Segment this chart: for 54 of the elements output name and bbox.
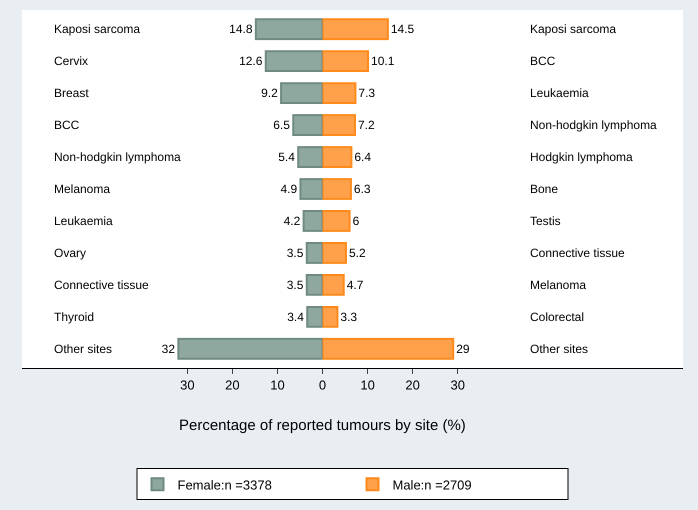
data-label: 6.5 xyxy=(273,118,290,132)
data-label: 14.5 xyxy=(390,22,415,36)
data-label: 32 xyxy=(162,342,176,356)
y-tick-label: Leukaemia xyxy=(530,86,590,100)
data-label: 3.3 xyxy=(340,310,358,324)
data-label: 6.3 xyxy=(354,182,371,196)
y-tick-label: Ovary xyxy=(54,246,86,260)
y-tick-label: BCC xyxy=(54,118,80,132)
data-label: 3.5 xyxy=(286,246,304,260)
y-tick-label: Bone xyxy=(530,182,558,196)
x-tick-label: 20 xyxy=(405,378,420,393)
y-tick-label: Connective tissue xyxy=(54,278,150,292)
data-label: 5.4 xyxy=(278,150,296,164)
data-label: 7.2 xyxy=(358,118,375,132)
data-label: 5.2 xyxy=(348,246,366,260)
data-label: 4.7 xyxy=(346,278,364,292)
data-label: 3.4 xyxy=(287,310,304,324)
y-tick-label: Leukaemia xyxy=(54,214,114,228)
y-tick-label: Thyroid xyxy=(54,310,94,324)
y-tick-label: Kaposi sarcoma xyxy=(54,22,140,36)
x-tick-label: 30 xyxy=(450,378,465,393)
data-label: 12.6 xyxy=(239,54,263,68)
data-label: 6.4 xyxy=(354,150,372,164)
y-tick-label: Testis xyxy=(530,214,561,228)
x-tick-label: 0 xyxy=(318,378,326,393)
x-axis-title: Percentage of reported tumours by site (%) xyxy=(179,417,466,434)
data-label: 3.5 xyxy=(286,278,304,292)
legend-label: Male:n =2709 xyxy=(392,477,472,492)
y-tick-label: Melanoma xyxy=(54,182,110,196)
x-tick-label: 10 xyxy=(270,378,285,393)
y-tick-label: Kaposi sarcoma xyxy=(530,22,616,36)
data-label: 6 xyxy=(352,214,360,228)
y-tick-label: BCC xyxy=(530,54,556,68)
y-tick-label: Non-hodgkin lymphoma xyxy=(54,150,182,164)
data-label: 14.8 xyxy=(229,22,253,36)
y-tick-label: Connective tissue xyxy=(530,246,626,260)
data-label: 29 xyxy=(456,342,470,356)
y-tick-label: Hodgkin lymphoma xyxy=(530,150,634,164)
data-label: 9.2 xyxy=(261,86,278,100)
x-tick-label: 10 xyxy=(360,378,375,393)
x-tick-label: 20 xyxy=(225,378,240,393)
y-tick-label: Other sites xyxy=(54,342,112,356)
data-label: 7.3 xyxy=(358,86,376,100)
data-label: 4.2 xyxy=(284,214,301,228)
y-tick-label: Melanoma xyxy=(530,278,586,292)
data-label: 10.1 xyxy=(371,54,395,68)
x-tick-label: 30 xyxy=(180,378,195,393)
y-tick-label: Colorectal xyxy=(530,310,584,324)
legend-label: Female:n =3378 xyxy=(178,477,272,492)
data-label: 4.9 xyxy=(280,182,298,196)
y-tick-label: Cervix xyxy=(54,54,88,68)
y-tick-label: Other sites xyxy=(530,342,588,356)
y-tick-label: Breast xyxy=(54,86,90,100)
y-tick-label: Non-hodgkin lymphoma xyxy=(530,118,658,132)
